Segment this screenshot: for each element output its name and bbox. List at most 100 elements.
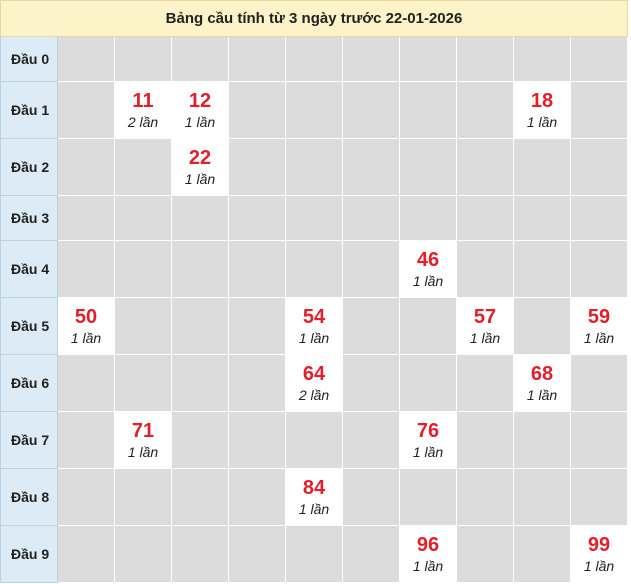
cell — [228, 468, 286, 526]
cell — [114, 240, 172, 298]
cell — [285, 411, 343, 469]
cell: 68 1 lần — [513, 354, 571, 412]
cell — [228, 81, 286, 139]
cell-count: 1 lần — [127, 444, 159, 460]
cell: 59 1 lần — [570, 297, 628, 355]
cell — [399, 195, 457, 241]
cell-count: 1 lần — [583, 558, 615, 574]
cell — [399, 138, 457, 196]
cell: 57 1 lần — [456, 297, 514, 355]
cell — [114, 468, 172, 526]
row: Đầu 4 46 1 lần — [0, 240, 628, 298]
cell — [513, 468, 571, 526]
cell — [285, 240, 343, 298]
cell — [285, 195, 343, 241]
row-label: Đầu 9 — [0, 525, 58, 583]
cell-number: 57 — [473, 306, 497, 328]
row-label: Đầu 3 — [0, 195, 58, 241]
cell — [342, 81, 400, 139]
cell — [513, 138, 571, 196]
cell: 11 2 lần — [114, 81, 172, 139]
cell-number: 11 — [132, 90, 154, 112]
cell: 96 1 lần — [399, 525, 457, 583]
cell-count: 1 lần — [583, 330, 615, 346]
cell — [456, 411, 514, 469]
cell: 71 1 lần — [114, 411, 172, 469]
cell — [171, 297, 229, 355]
cell — [57, 240, 115, 298]
cell — [342, 411, 400, 469]
cell — [342, 468, 400, 526]
cell-count: 1 lần — [412, 273, 444, 289]
table-title: Bảng cầu tính từ 3 ngày trước 22-01-2026 — [0, 0, 628, 37]
cell — [57, 138, 115, 196]
cell — [114, 138, 172, 196]
cell-number: 64 — [302, 363, 326, 385]
row: Đầu 5 50 1 lần 54 1 lần 57 1 lần 59 1 lần — [0, 297, 628, 355]
cell — [228, 36, 286, 82]
cell — [570, 411, 628, 469]
cell — [228, 354, 286, 412]
cell — [114, 354, 172, 412]
cell — [228, 138, 286, 196]
cell-count: 1 lần — [412, 558, 444, 574]
row-label: Đầu 0 — [0, 36, 58, 82]
row: Đầu 6 64 2 lần 68 1 lần — [0, 354, 628, 412]
cell — [342, 525, 400, 583]
row: Đầu 7 71 1 lần 76 1 lần — [0, 411, 628, 469]
row-label: Đầu 5 — [0, 297, 58, 355]
cell: 84 1 lần — [285, 468, 343, 526]
cell — [342, 297, 400, 355]
cell — [57, 36, 115, 82]
cell — [570, 354, 628, 412]
cell — [57, 354, 115, 412]
row: Đầu 2 22 1 lần — [0, 138, 628, 196]
cell — [57, 468, 115, 526]
cell — [57, 411, 115, 469]
cell — [228, 525, 286, 583]
cell — [228, 195, 286, 241]
cell — [114, 297, 172, 355]
cell: 99 1 lần — [570, 525, 628, 583]
cell — [342, 240, 400, 298]
cell — [171, 36, 229, 82]
cell-count: 1 lần — [298, 330, 330, 346]
cell-number: 84 — [302, 477, 326, 499]
cell: 50 1 lần — [57, 297, 115, 355]
cell-count: 1 lần — [469, 330, 501, 346]
cell — [399, 297, 457, 355]
cell — [456, 468, 514, 526]
cell — [342, 138, 400, 196]
cell — [456, 81, 514, 139]
cell-count: 1 lần — [184, 171, 216, 187]
cell — [513, 297, 571, 355]
cell — [456, 240, 514, 298]
cell — [570, 81, 628, 139]
row-label: Đầu 8 — [0, 468, 58, 526]
cell — [285, 36, 343, 82]
cell-count: 2 lần — [127, 114, 159, 130]
cell — [228, 240, 286, 298]
row-label: Đầu 4 — [0, 240, 58, 298]
cell: 18 1 lần — [513, 81, 571, 139]
row: Đầu 3 — [0, 195, 628, 241]
cell — [228, 411, 286, 469]
cell-count: 1 lần — [298, 501, 330, 517]
cell-number: 22 — [188, 147, 212, 169]
cell — [513, 411, 571, 469]
cell-number: 96 — [416, 534, 440, 556]
cell-count: 1 lần — [526, 387, 558, 403]
cell — [456, 354, 514, 412]
cell-number: 18 — [530, 90, 554, 112]
cell — [399, 81, 457, 139]
cell — [342, 36, 400, 82]
cell-number: 12 — [188, 90, 212, 112]
cell-count: 1 lần — [412, 444, 444, 460]
cell-number: 71 — [131, 420, 155, 442]
cell — [399, 36, 457, 82]
row-label: Đầu 7 — [0, 411, 58, 469]
row-label: Đầu 1 — [0, 81, 58, 139]
cell — [114, 195, 172, 241]
cell-number: 99 — [587, 534, 611, 556]
